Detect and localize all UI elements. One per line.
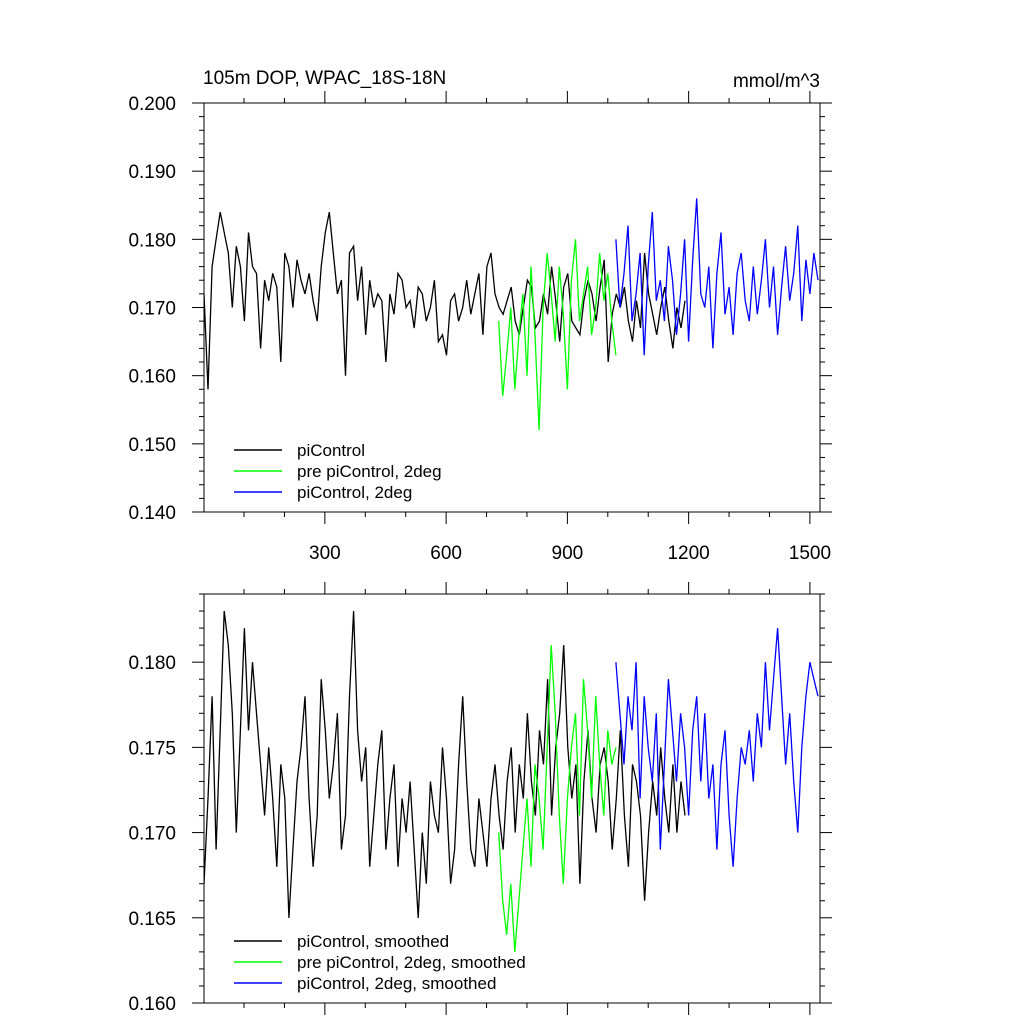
x-tick-label: 600 bbox=[430, 543, 462, 564]
y-tick-label: 0.170 bbox=[128, 299, 176, 320]
y-tick-label: 0.165 bbox=[128, 909, 176, 930]
legend-label: piControl, 2deg bbox=[297, 483, 412, 502]
series-line-0 bbox=[204, 610, 686, 918]
legend-label: piControl, 2deg, smoothed bbox=[297, 974, 496, 993]
series-line-0 bbox=[204, 211, 686, 390]
legend-label: pre piControl, 2deg bbox=[297, 462, 442, 481]
y-tick-label: 0.200 bbox=[128, 94, 176, 115]
panel-top: 105m DOP, WPAC_18S-18N mmol/m^3 300 600 90… bbox=[128, 68, 832, 564]
series-line-2 bbox=[615, 198, 819, 356]
x-tick-label: 900 bbox=[552, 543, 584, 564]
y-tick-label: 0.160 bbox=[128, 994, 176, 1015]
legend-label: pre piControl, 2deg, smoothed bbox=[297, 953, 526, 972]
legend-label: piControl bbox=[297, 441, 365, 460]
y-tick-label: 0.150 bbox=[128, 435, 176, 456]
x-tick-label: 300 bbox=[309, 543, 341, 564]
series-line-1 bbox=[498, 645, 617, 952]
series-line-2 bbox=[615, 628, 819, 867]
x-tick-label: 1200 bbox=[667, 543, 709, 564]
y-tick-label: 0.180 bbox=[128, 653, 176, 674]
legend-label: piControl, smoothed bbox=[297, 932, 449, 951]
panel-bottom: 0.160 0.165 0.170 0.175 0.180 piControl, smoo… bbox=[128, 582, 832, 1015]
x-tick-label: 1500 bbox=[789, 543, 831, 564]
y-tick-label: 0.175 bbox=[128, 738, 176, 759]
y-tick-label: 0.140 bbox=[128, 503, 176, 524]
y-tick-label: 0.190 bbox=[128, 162, 176, 183]
units-label: mmol/m^3 bbox=[733, 71, 820, 92]
series-line-1 bbox=[498, 239, 617, 431]
y-tick-label: 0.160 bbox=[128, 367, 176, 388]
chart-title: 105m DOP, WPAC_18S-18N bbox=[203, 68, 446, 89]
y-tick-label: 0.170 bbox=[128, 824, 176, 845]
y-tick-label: 0.180 bbox=[128, 230, 176, 251]
